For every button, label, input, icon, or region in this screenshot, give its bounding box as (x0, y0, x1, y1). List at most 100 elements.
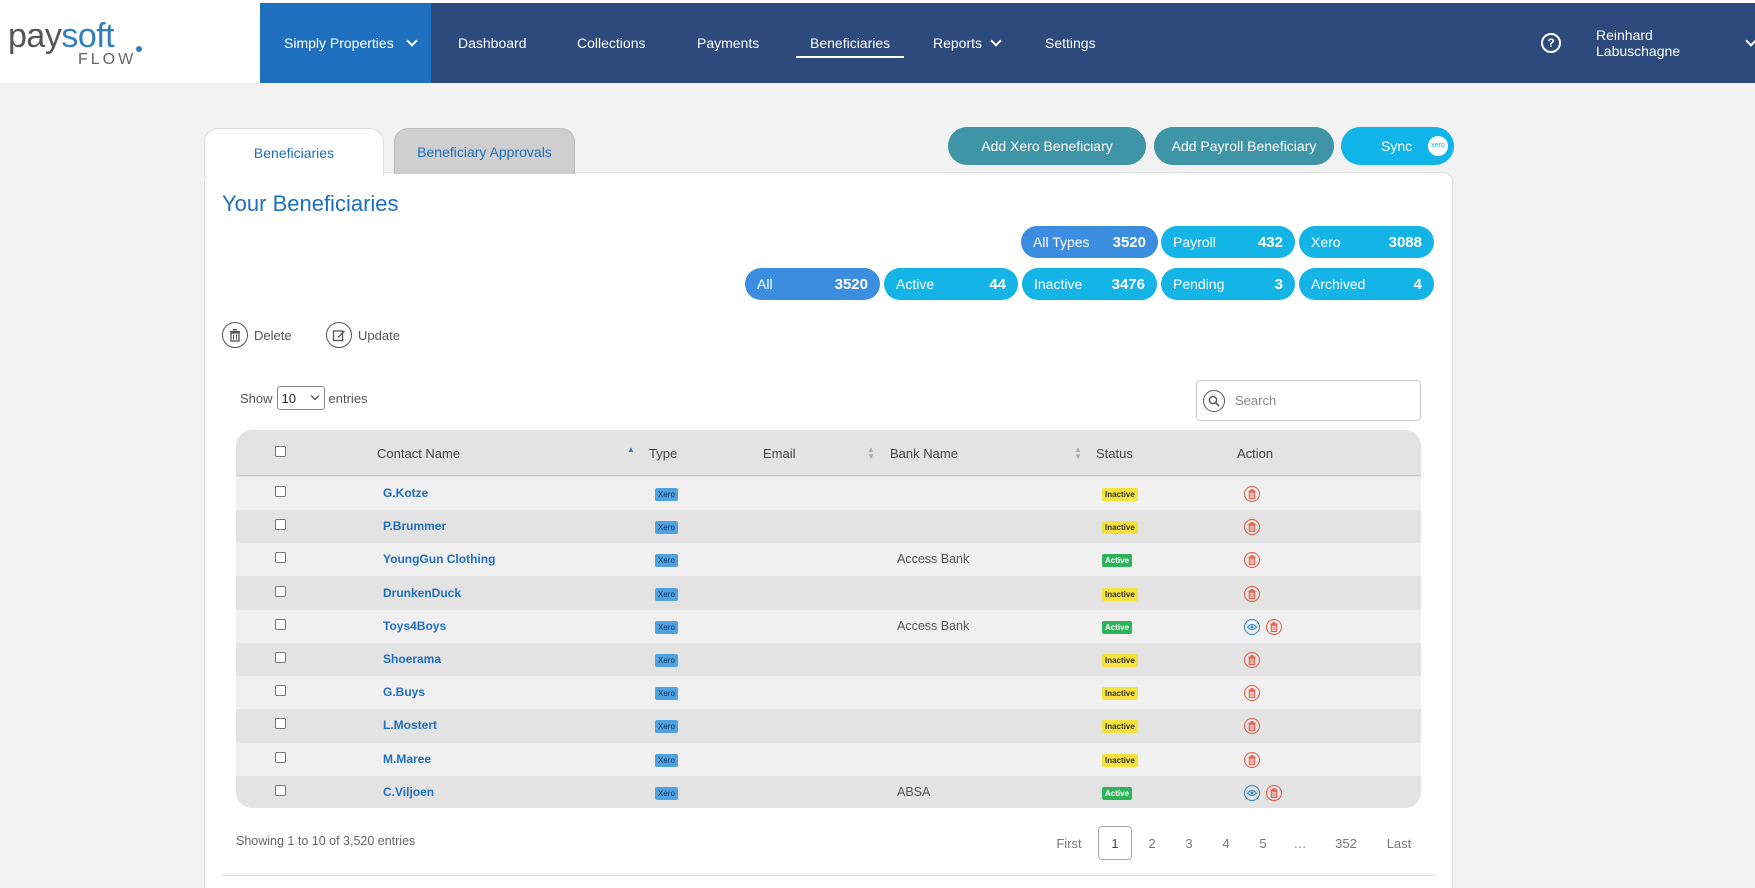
filter-label: All Types (1033, 234, 1090, 250)
entries-select[interactable]: 10 (276, 386, 325, 410)
company-selector[interactable]: Simply Properties (260, 3, 431, 83)
trash-icon[interactable] (1244, 652, 1260, 668)
type-badge: Xero (655, 753, 678, 767)
filter-payroll[interactable]: Payroll 432 (1161, 226, 1295, 258)
page-1[interactable]: 1 (1098, 826, 1132, 860)
contact-name-link[interactable]: L.Mostert (383, 718, 437, 733)
page-352[interactable]: 352 (1335, 835, 1357, 851)
filter-xero[interactable]: Xero 3088 (1299, 226, 1434, 258)
help-icon[interactable]: ? (1541, 33, 1561, 53)
contact-name-link[interactable]: C.Viljoen (383, 784, 435, 799)
delete-button[interactable]: Delete (222, 322, 292, 348)
row-checkbox[interactable] (275, 718, 286, 730)
trash-icon[interactable] (1266, 618, 1282, 635)
nav-settings[interactable]: Settings (1045, 35, 1096, 51)
filter-label: All (757, 276, 773, 292)
select-all-checkbox[interactable] (275, 446, 286, 457)
chevron-down-icon (406, 34, 418, 47)
col-type[interactable]: Type (649, 446, 678, 461)
contact-name-link[interactable]: DrunkenDuck (383, 585, 462, 600)
sort-asc-icon: ▲ (627, 445, 635, 454)
contact-name-link[interactable]: G.Kotze (383, 486, 429, 500)
row-checkbox[interactable] (275, 486, 286, 497)
row-checkbox[interactable] (275, 685, 286, 697)
trash-icon[interactable] (1266, 784, 1282, 801)
page-4[interactable]: 4 (1222, 835, 1230, 851)
col-status[interactable]: Status (1096, 446, 1133, 461)
show-label: Show (240, 390, 273, 406)
filter-archived[interactable]: Archived 4 (1299, 268, 1434, 300)
trash-icon[interactable] (1244, 718, 1260, 735)
trash-icon[interactable] (1244, 751, 1260, 768)
nav-dashboard[interactable]: Dashboard (458, 35, 527, 51)
sync-button[interactable]: Sync xero (1341, 127, 1454, 165)
contact-name-link[interactable]: Shoerama (383, 652, 442, 666)
paysoft-logo[interactable]: paysoft FLOW (0, 3, 260, 83)
page-5[interactable]: 5 (1259, 835, 1267, 851)
view-icon[interactable] (1244, 618, 1260, 635)
user-menu[interactable]: Reinhard Labuschagne (1596, 3, 1755, 83)
col-contact-name[interactable]: Contact Name (377, 446, 461, 461)
trash-icon[interactable] (1244, 685, 1260, 702)
contact-name-link[interactable]: YoungGun Clothing (383, 552, 496, 567)
search-input[interactable] (1235, 393, 1405, 408)
status-badge: Inactive (1102, 521, 1138, 535)
filter-label: Active (896, 276, 935, 292)
page-first[interactable]: First (1056, 835, 1082, 851)
filter-count: 3520 (1112, 233, 1146, 251)
status-badge: Inactive (1102, 687, 1138, 701)
page-last[interactable]: Last (1386, 835, 1412, 851)
status-badge: Active (1102, 786, 1133, 800)
table-row: M.Maree Xero Inactive (236, 742, 1421, 776)
row-checkbox[interactable] (275, 652, 286, 663)
page-3[interactable]: 3 (1185, 835, 1193, 851)
row-checkbox[interactable] (275, 784, 286, 796)
chevron-down-icon (310, 391, 319, 401)
nav-reports[interactable]: Reports (933, 3, 1002, 83)
col-bank-name[interactable]: Bank Name (890, 446, 958, 461)
filter-label: Inactive (1034, 276, 1083, 292)
contact-name-link[interactable]: M.Maree (383, 751, 432, 766)
update-button[interactable]: Update (326, 322, 400, 348)
nav-collections[interactable]: Collections (577, 35, 646, 51)
view-icon[interactable] (1244, 784, 1260, 801)
trash-icon[interactable] (1244, 486, 1260, 502)
filter-all-types[interactable]: All Types 3520 (1021, 226, 1158, 258)
tab-beneficiary-approvals[interactable]: Beneficiary Approvals (394, 128, 575, 174)
filter-active[interactable]: Active 44 (884, 268, 1018, 300)
tab-beneficiaries[interactable]: Beneficiaries (204, 128, 384, 176)
row-checkbox[interactable] (275, 552, 286, 564)
filter-count: 3088 (1388, 233, 1422, 251)
add-payroll-beneficiary-button[interactable]: Add Payroll Beneficiary (1154, 127, 1334, 165)
table-row: C.Viljoen Xero ABSA Active (236, 775, 1421, 808)
add-xero-beneficiary-button[interactable]: Add Xero Beneficiary (948, 127, 1146, 165)
nav-beneficiaries[interactable]: Beneficiaries (795, 3, 905, 83)
entries-length-control: Show 10 entries (240, 386, 368, 410)
type-badge: Xero (655, 488, 678, 501)
trash-icon[interactable] (1244, 585, 1260, 602)
filter-all[interactable]: All 3520 (745, 268, 880, 300)
nav-reports-label: Reports (933, 35, 983, 51)
status-badge: Inactive (1102, 753, 1138, 767)
type-badge: Xero (655, 620, 678, 634)
status-badge: Inactive (1102, 488, 1138, 501)
contact-name-link[interactable]: Toys4Boys (383, 618, 447, 633)
col-email[interactable]: Email (763, 446, 796, 461)
row-checkbox[interactable] (275, 618, 286, 630)
trash-icon[interactable] (1244, 552, 1260, 569)
row-checkbox[interactable] (275, 519, 286, 531)
contact-name-link[interactable]: G.Buys (383, 685, 426, 700)
table-row: DrunkenDuck Xero Inactive (236, 576, 1421, 610)
nav-payments[interactable]: Payments (697, 35, 760, 51)
filter-pending[interactable]: Pending 3 (1161, 268, 1295, 300)
filter-inactive[interactable]: Inactive 3476 (1022, 268, 1157, 300)
trash-icon[interactable] (1244, 519, 1260, 536)
contact-name-link[interactable]: P.Brummer (383, 519, 447, 534)
filter-count: 3476 (1111, 275, 1145, 293)
row-checkbox[interactable] (275, 751, 286, 763)
page-2[interactable]: 2 (1148, 835, 1156, 851)
status-badge: Inactive (1102, 720, 1138, 734)
row-checkbox[interactable] (275, 585, 286, 597)
search-icon (1203, 389, 1225, 412)
table-row: L.Mostert Xero Inactive (236, 709, 1421, 743)
